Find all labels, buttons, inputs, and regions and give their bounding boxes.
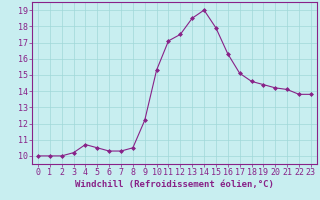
X-axis label: Windchill (Refroidissement éolien,°C): Windchill (Refroidissement éolien,°C)	[75, 180, 274, 189]
